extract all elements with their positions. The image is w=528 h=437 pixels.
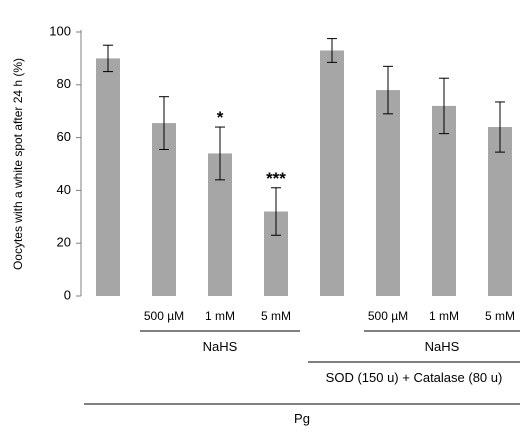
y-tick-label: 0 (64, 287, 71, 302)
bar (320, 50, 344, 297)
bar (488, 127, 512, 296)
category-label: 5 mM (261, 309, 291, 323)
bar (432, 105, 456, 296)
group-label: NaHS (425, 339, 460, 354)
bar (96, 58, 120, 297)
y-tick-label: 80 (57, 76, 71, 91)
category-label: 500 µM (368, 309, 408, 323)
y-tick-label: 100 (49, 23, 71, 38)
bar (152, 123, 176, 296)
bar (376, 90, 400, 296)
category-label: 5 mM (485, 309, 515, 323)
category-label: 500 µM (144, 309, 184, 323)
y-tick-label: 40 (57, 182, 71, 197)
significance-mark: * (217, 108, 224, 127)
group-label: Pg (294, 411, 310, 426)
group-label: NaHS (203, 339, 238, 354)
significance-mark: *** (266, 169, 286, 188)
y-tick-label: 60 (57, 129, 71, 144)
group-label: SOD (150 u) + Catalase (80 u) (326, 370, 503, 385)
category-label: 1 mM (429, 309, 459, 323)
y-axis-label: Oocytes with a white spot after 24 h (%) (11, 58, 25, 270)
y-tick-label: 20 (57, 235, 71, 250)
category-label: 1 mM (205, 309, 235, 323)
